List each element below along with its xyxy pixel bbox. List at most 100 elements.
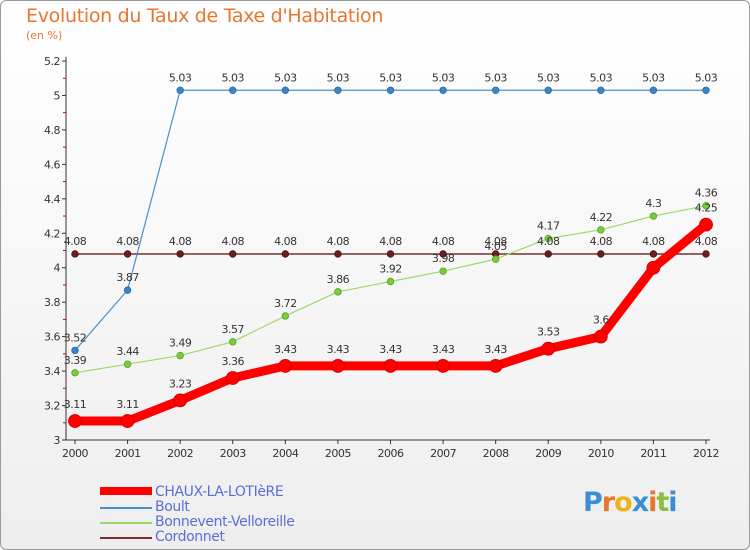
data-label: 3.39 bbox=[64, 354, 87, 367]
data-label: 4.17 bbox=[537, 219, 560, 232]
data-label: 4.08 bbox=[537, 235, 560, 248]
data-point bbox=[491, 255, 500, 263]
data-label: 3.86 bbox=[327, 273, 350, 286]
legend-label-chaux: CHAUX-LA-LOTIèRE bbox=[155, 484, 284, 500]
data-point bbox=[123, 286, 132, 294]
x-tick-label: 2012 bbox=[693, 447, 719, 460]
data-point bbox=[68, 414, 82, 428]
data-point bbox=[278, 359, 293, 373]
data-point bbox=[544, 250, 552, 258]
data-label: 4.3 bbox=[645, 197, 661, 210]
logo-letter: t bbox=[656, 487, 669, 518]
data-point bbox=[436, 359, 450, 373]
y-tick-label: 3 bbox=[54, 434, 61, 447]
data-point bbox=[702, 250, 710, 258]
logo-letter: r bbox=[601, 487, 615, 518]
data-label: 4.08 bbox=[379, 235, 402, 248]
data-label: 5.03 bbox=[327, 71, 350, 84]
data-point bbox=[334, 288, 342, 296]
data-label: 5.03 bbox=[222, 71, 245, 84]
data-label: 3.36 bbox=[222, 355, 245, 368]
data-point bbox=[386, 86, 395, 94]
data-label: 3.53 bbox=[537, 326, 560, 339]
data-point bbox=[646, 260, 661, 275]
data-label: 4.08 bbox=[64, 235, 87, 248]
data-point bbox=[597, 250, 605, 258]
data-label: 3.43 bbox=[274, 343, 297, 356]
x-tick-label: 2011 bbox=[640, 447, 666, 460]
data-point bbox=[386, 277, 395, 286]
data-label: 3.43 bbox=[484, 343, 507, 356]
data-point bbox=[541, 341, 556, 356]
data-point bbox=[386, 250, 395, 258]
data-point bbox=[123, 360, 132, 368]
data-label: 3.6 bbox=[593, 314, 609, 327]
legend-swatch-bonnevent bbox=[100, 522, 152, 524]
data-label: 4.08 bbox=[116, 235, 139, 248]
data-label: 4.08 bbox=[274, 235, 297, 248]
data-label: 3.43 bbox=[432, 343, 455, 356]
data-point bbox=[176, 250, 184, 258]
data-point bbox=[544, 86, 552, 94]
x-tick-label: 2000 bbox=[62, 447, 88, 460]
data-point bbox=[699, 217, 713, 232]
data-point bbox=[649, 250, 658, 258]
chart-unit: (en %) bbox=[26, 29, 63, 42]
y-tick-label: 5.2 bbox=[44, 55, 60, 68]
data-point bbox=[593, 329, 608, 344]
data-label: 3.11 bbox=[116, 398, 139, 411]
data-label: 4.08 bbox=[695, 235, 718, 248]
data-point bbox=[281, 312, 290, 320]
data-point bbox=[334, 86, 342, 94]
data-label: 4.36 bbox=[695, 187, 718, 200]
data-point bbox=[173, 393, 188, 408]
x-tick-label: 2008 bbox=[483, 447, 509, 460]
x-tick-label: 2009 bbox=[535, 447, 561, 460]
x-tick-label: 2004 bbox=[272, 447, 298, 460]
y-tick-label: 4 bbox=[54, 262, 61, 275]
data-label: 3.57 bbox=[222, 323, 245, 336]
data-label: 4.08 bbox=[169, 235, 192, 248]
data-label: 3.43 bbox=[379, 343, 402, 356]
data-point bbox=[123, 250, 132, 258]
data-point bbox=[225, 371, 240, 385]
logo-letter: i bbox=[648, 487, 657, 518]
data-point bbox=[702, 202, 710, 210]
data-point bbox=[439, 267, 447, 275]
data-label: 3.49 bbox=[169, 337, 192, 350]
data-point bbox=[544, 234, 552, 243]
data-point bbox=[281, 86, 290, 94]
data-label: 4.25 bbox=[695, 202, 718, 215]
x-tick-label: 2006 bbox=[378, 447, 404, 460]
data-point bbox=[176, 86, 184, 94]
data-label: 3.43 bbox=[327, 343, 350, 356]
data-point bbox=[597, 86, 605, 94]
legend-swatch-cordonnet bbox=[100, 537, 152, 539]
data-label: 3.98 bbox=[432, 252, 455, 265]
y-tick-label: 5 bbox=[54, 89, 61, 102]
data-point bbox=[439, 86, 447, 94]
logo-letter: i bbox=[668, 487, 677, 518]
x-tick-label: 2010 bbox=[588, 447, 614, 460]
data-point bbox=[334, 250, 342, 258]
data-label: 4.08 bbox=[642, 235, 665, 248]
logo-letter: P bbox=[583, 487, 603, 518]
y-tick-label: 3.2 bbox=[44, 400, 60, 413]
data-label: 3.87 bbox=[116, 271, 139, 284]
data-point bbox=[491, 86, 500, 94]
data-point bbox=[229, 338, 237, 346]
data-label: 5.03 bbox=[642, 71, 665, 84]
data-point bbox=[229, 86, 237, 94]
data-point bbox=[383, 359, 398, 373]
x-tick-label: 2007 bbox=[430, 447, 456, 460]
data-label: 5.03 bbox=[274, 71, 297, 84]
data-point bbox=[71, 250, 79, 258]
data-label: 3.52 bbox=[64, 331, 87, 344]
data-label: 5.03 bbox=[537, 71, 560, 84]
data-label: 5.03 bbox=[432, 71, 455, 84]
y-tick-label: 4.4 bbox=[44, 193, 60, 206]
legend-swatch-chaux bbox=[100, 487, 152, 495]
data-label: 5.03 bbox=[379, 71, 402, 84]
